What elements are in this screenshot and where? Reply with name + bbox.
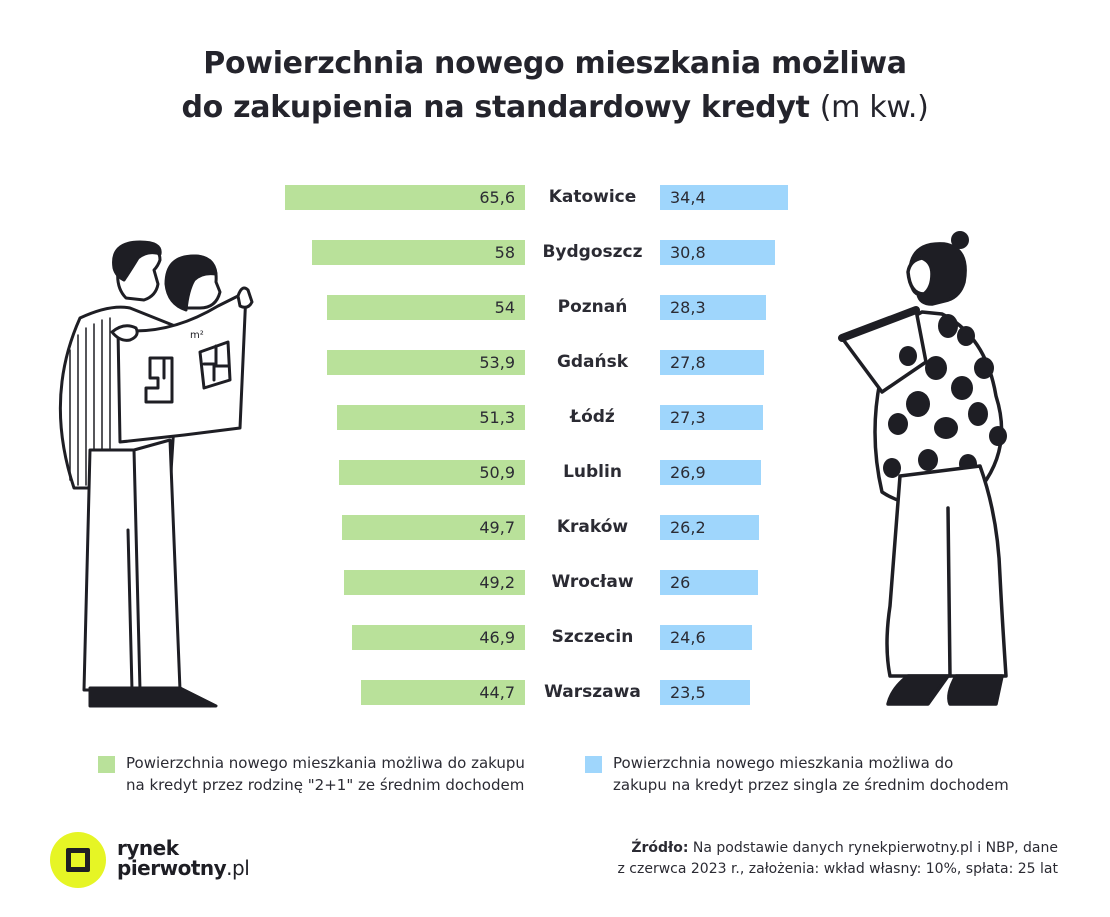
chart-row-szczecin: 46,9 Szczecin 24,6 — [0, 625, 1110, 651]
legend-single-line-2: zakupu na kredyt przez singla ze średnim… — [613, 776, 1009, 794]
single-bar: 34,4 — [660, 185, 788, 210]
family-value: 65,6 — [479, 188, 515, 207]
source-note: Źródło: Na podstawie danych rynekpierwot… — [617, 840, 1058, 877]
family-bar: 51,3 — [337, 405, 525, 430]
title-line-2: do zakupienia na standardowy kredyt (m k… — [181, 90, 929, 125]
chart-row-poznan: 54 Poznań 28,3 — [0, 295, 1110, 321]
chart-row-wroclaw: 49,2 Wrocław 26 — [0, 570, 1110, 596]
single-value: 27,3 — [670, 408, 706, 427]
chart-row-bydgoszcz: 58 Bydgoszcz 30,8 — [0, 240, 1110, 266]
family-bar: 54 — [327, 295, 525, 320]
woman-illustration-icon — [838, 231, 1008, 706]
city-label: Warszawa — [544, 682, 641, 702]
single-bar: 26,2 — [660, 515, 759, 540]
single-bar: 27,3 — [660, 405, 763, 430]
family-bar: 44,7 — [361, 680, 525, 705]
legend-swatch-green — [98, 756, 115, 773]
family-value: 49,2 — [479, 573, 515, 592]
single-bar: 27,8 — [660, 350, 764, 375]
chart-title: Powierzchnia nowego mieszkania możliwa d… — [0, 42, 1110, 130]
legend-family-line-2: na kredyt przez rodzinę "2+1" ze średnim… — [126, 776, 525, 794]
single-value: 28,3 — [670, 298, 706, 317]
family-value: 49,7 — [479, 518, 515, 537]
single-value: 24,6 — [670, 628, 706, 647]
family-value: 44,7 — [479, 683, 515, 702]
single-bar: 23,5 — [660, 680, 750, 705]
single-value: 26,9 — [670, 463, 706, 482]
chart-row-gdansk: 53,9 Gdańsk 27,8 — [0, 350, 1110, 376]
single-bar: 28,3 — [660, 295, 766, 320]
chart-row-lodz: 51,3 Łódź 27,3 — [0, 405, 1110, 431]
single-value: 27,8 — [670, 353, 706, 372]
city-label: Poznań — [557, 297, 628, 317]
title-line-1: Powierzchnia nowego mieszkania możliwa — [203, 46, 907, 81]
city-label: Gdańsk — [556, 352, 629, 372]
source-label: Źródło: — [631, 840, 689, 856]
single-bar: 26,9 — [660, 460, 761, 485]
city-label: Kraków — [556, 517, 629, 537]
city-label: Lublin — [563, 462, 622, 482]
couple-illustration-icon: m² — [58, 240, 254, 708]
svg-text:m²: m² — [190, 330, 204, 341]
title-unit: (m kw.) — [819, 90, 929, 125]
legend-family-line-1: Powierzchnia nowego mieszkania możliwa d… — [126, 754, 525, 772]
family-value: 51,3 — [479, 408, 515, 427]
city-label: Katowice — [548, 187, 637, 207]
family-bar: 46,9 — [352, 625, 525, 650]
single-value: 30,8 — [670, 243, 706, 262]
chart-row-lublin: 50,9 Lublin 26,9 — [0, 460, 1110, 486]
family-value: 58 — [494, 243, 515, 262]
rynekpierwotny-logo: rynek pierwotny.pl — [50, 832, 270, 892]
legend-single-line-1: Powierzchnia nowego mieszkania możliwa d… — [613, 754, 954, 772]
single-bar: 24,6 — [660, 625, 752, 650]
family-bar: 49,7 — [342, 515, 525, 540]
chart-row-krakow: 49,7 Kraków 26,2 — [0, 515, 1110, 541]
family-value: 53,9 — [479, 353, 515, 372]
single-bar: 26 — [660, 570, 758, 595]
city-label: Szczecin — [551, 627, 634, 647]
logo-square-icon — [66, 848, 90, 872]
single-value: 26,2 — [670, 518, 706, 537]
single-value: 34,4 — [670, 188, 706, 207]
family-bar: 53,9 — [327, 350, 525, 375]
city-label: Bydgoszcz — [542, 242, 643, 262]
city-label: Wrocław — [551, 572, 634, 592]
logo-circle-icon — [50, 832, 106, 888]
family-bar: 58 — [312, 240, 525, 265]
city-label: Łódź — [570, 407, 615, 427]
family-bar: 50,9 — [339, 460, 525, 485]
legend-swatch-blue — [585, 756, 602, 773]
family-bar: 49,2 — [344, 570, 525, 595]
chart-row-katowice: 65,6 Katowice 34,4 — [0, 185, 1110, 211]
single-value: 26 — [670, 573, 691, 592]
chart-row-warszawa: 44,7 Warszawa 23,5 — [0, 680, 1110, 706]
single-bar: 30,8 — [660, 240, 775, 265]
family-bar: 65,6 — [285, 185, 525, 210]
family-value: 46,9 — [479, 628, 515, 647]
single-value: 23,5 — [670, 683, 706, 702]
logo-text: rynek pierwotny.pl — [117, 836, 250, 880]
family-value: 54 — [494, 298, 515, 317]
family-value: 50,9 — [479, 463, 515, 482]
